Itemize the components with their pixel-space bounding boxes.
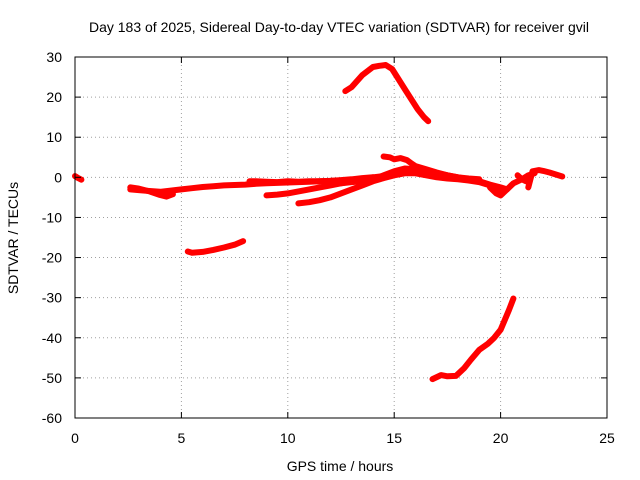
y-tick-label: 20 (46, 89, 62, 105)
series-arc-3 (127, 184, 176, 200)
y-tick-label: -30 (42, 290, 62, 306)
axis-ticks: 0 5 10 15 20 25 -60 -50 -40 -30 -20 -10 0 10 20 30 (42, 49, 615, 446)
series-arc-10 (514, 172, 530, 185)
x-tick-label: 0 (71, 430, 79, 446)
series-arc-11 (525, 167, 566, 191)
y-tick-label: -60 (42, 410, 62, 426)
series-arc-14 (429, 295, 517, 383)
y-tick-label: -20 (42, 250, 62, 266)
y-tick-label: -40 (42, 330, 62, 346)
x-tick-label: 20 (493, 430, 509, 446)
y-tick-label: 10 (46, 129, 62, 145)
x-tick-label: 15 (386, 430, 402, 446)
x-tick-label: 5 (178, 430, 186, 446)
y-tick-label: -50 (42, 370, 62, 386)
chart-title: Day 183 of 2025, Sidereal Day-to-day VTE… (89, 19, 589, 35)
y-tick-label: 0 (54, 169, 62, 185)
grid-lines (75, 57, 607, 418)
x-tick-label: 25 (599, 430, 615, 446)
plot-frame (74, 56, 608, 419)
x-axis-label: GPS time / hours (287, 458, 394, 474)
y-tick-label: -10 (42, 209, 62, 225)
y-axis-label: SDTVAR / TECUs (5, 182, 21, 294)
series-arc-8 (380, 153, 483, 183)
series-arc-13 (342, 62, 432, 125)
data-series-group (72, 62, 566, 383)
series-arc-1 (72, 173, 85, 183)
series-arc-12 (184, 238, 247, 256)
series-arc-9 (487, 170, 538, 199)
x-tick-label: 10 (280, 430, 296, 446)
y-tick-label: 30 (46, 49, 62, 65)
